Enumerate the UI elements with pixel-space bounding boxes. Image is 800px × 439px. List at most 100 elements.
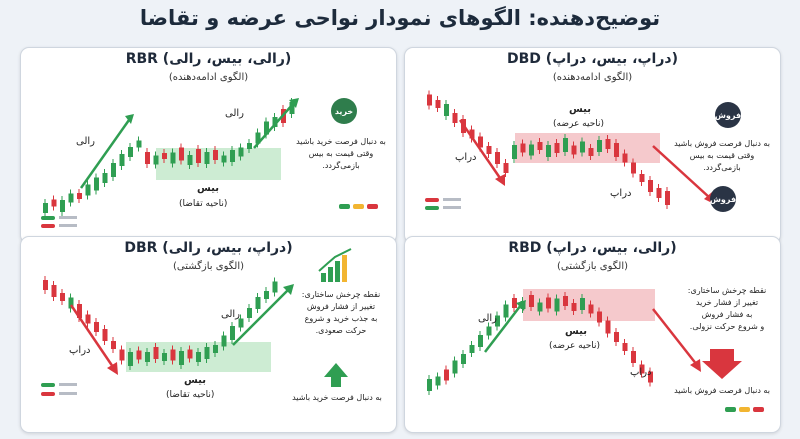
rbr-candle bbox=[85, 184, 91, 196]
dbd-candle bbox=[503, 163, 509, 173]
dbd-candle bbox=[554, 143, 560, 153]
dbr-candle bbox=[162, 353, 167, 361]
rbd-candle bbox=[571, 303, 577, 311]
rbd-drop-arrow bbox=[652, 308, 698, 366]
dbd-sell-badge-top: فروش bbox=[715, 102, 741, 128]
rbr-candle bbox=[289, 102, 295, 114]
dbd-candle bbox=[648, 180, 653, 192]
dbr-candle bbox=[68, 297, 74, 309]
dbd-candle bbox=[639, 174, 645, 182]
dbd-candle bbox=[605, 139, 611, 149]
dbd-candle bbox=[571, 145, 577, 155]
rbd-candle bbox=[622, 343, 628, 351]
rbr-candle bbox=[179, 147, 184, 161]
dbd-drop-arrow-right bbox=[652, 145, 711, 199]
rbd-candles bbox=[427, 291, 653, 395]
rbr-candle bbox=[111, 163, 116, 177]
dbr-candle bbox=[43, 280, 48, 290]
dbr-candle bbox=[111, 341, 116, 349]
dbr-candle bbox=[119, 349, 125, 361]
dbd-candle bbox=[580, 141, 585, 153]
dbd-candle bbox=[452, 113, 458, 123]
dbr-rally-arrow bbox=[232, 288, 290, 346]
rbd-candle bbox=[503, 304, 509, 318]
rbd-zone-label: (ناحیه عرضه) bbox=[549, 341, 601, 351]
dbd-candle bbox=[588, 148, 594, 156]
dbr-candle bbox=[128, 352, 133, 366]
rbr-candle bbox=[196, 149, 201, 163]
rbr-candle bbox=[145, 152, 150, 164]
dbd-candle bbox=[563, 138, 568, 152]
rbr-note: به دنبال فرصت خرید باشید وقتی قیمت به بیس… bbox=[296, 137, 386, 170]
rbd-drop-label: دراپ bbox=[630, 367, 652, 378]
dbd-drop-arrow-left bbox=[458, 119, 502, 179]
dbr-candles bbox=[43, 276, 278, 370]
panel-dbr: (دراپ، بیس، رالی) DBR (الگوی بازگشتی) در… bbox=[20, 236, 397, 433]
dbr-candle bbox=[264, 291, 269, 299]
dbd-candle bbox=[512, 145, 517, 159]
dbd-candle bbox=[478, 136, 483, 148]
rbr-rally-arrow-left bbox=[79, 119, 131, 189]
rbr-candle bbox=[153, 155, 159, 165]
dbd-candle bbox=[520, 143, 526, 153]
rbr-candles bbox=[43, 98, 295, 217]
dbd-candle bbox=[486, 146, 492, 154]
rbr-zone-label: (ناحیه تقاضا) bbox=[179, 199, 228, 209]
dbr-rally-label: رالی bbox=[221, 309, 240, 320]
dbr-candle bbox=[255, 297, 261, 309]
rbd-candle bbox=[495, 315, 500, 327]
rbr-candle bbox=[204, 152, 210, 164]
dbr-subtitle: (الگوی بازگشتی) bbox=[172, 261, 244, 272]
dbr-candle bbox=[221, 335, 227, 347]
dbd-base-label: بیس bbox=[569, 104, 591, 115]
rbr-candle bbox=[213, 150, 218, 160]
dbd-sell-badge-bottom: فروش bbox=[710, 186, 736, 212]
dbr-base-label: بیس bbox=[184, 375, 206, 386]
rbd-candle bbox=[597, 311, 602, 323]
dbr-candle bbox=[102, 329, 108, 341]
rbr-candle bbox=[230, 150, 235, 162]
dbd-candle bbox=[444, 104, 449, 116]
dbd-title: (دراپ، بیس، دراپ) DBD bbox=[507, 51, 678, 67]
rbd-candle bbox=[605, 320, 611, 334]
rbd-candle bbox=[554, 298, 560, 312]
dbr-candle bbox=[179, 351, 184, 365]
dbd-candle bbox=[665, 191, 670, 205]
dbd-candle bbox=[435, 100, 441, 108]
rbd-sell-cta: به دنبال فرصت فروش باشید bbox=[674, 386, 770, 395]
rbr-candle bbox=[51, 199, 57, 207]
dbr-title: (دراپ، بیس، رالی) DBR bbox=[124, 240, 293, 256]
dbr-buy-cta: به دنبال فرصت خرید باشید bbox=[292, 393, 382, 402]
dbd-candle bbox=[546, 145, 551, 157]
rbd-candle bbox=[435, 376, 441, 386]
dbr-candle bbox=[170, 349, 176, 361]
dbr-candle bbox=[77, 304, 82, 318]
rbd-candle bbox=[529, 295, 534, 307]
rbr-rally-label-right: رالی bbox=[225, 108, 244, 119]
rbd-candle bbox=[648, 371, 653, 383]
rbr-candle bbox=[136, 140, 142, 148]
dbr-candle bbox=[247, 308, 252, 318]
dbr-candle bbox=[196, 352, 201, 362]
rbd-title: (رالی، بیس، دراپ) RBD bbox=[508, 240, 677, 256]
dbr-zone-label: (ناحیه تقاضا) bbox=[166, 390, 215, 400]
dbr-candle bbox=[60, 293, 65, 301]
dbr-candle bbox=[187, 349, 193, 359]
dbd-candle bbox=[597, 140, 602, 152]
rbr-base-label: بیس bbox=[197, 183, 219, 194]
rbr-candle bbox=[255, 132, 261, 144]
dbd-note: به دنبال فرصت فروش باشید وقتی قیمت به بیس… bbox=[674, 139, 770, 172]
dbr-candle bbox=[213, 345, 218, 353]
rbd-candle bbox=[580, 298, 585, 310]
rbr-candle bbox=[162, 153, 167, 159]
rbd-candle bbox=[469, 345, 475, 353]
dbd-candles bbox=[427, 90, 670, 209]
rbr-candle bbox=[102, 173, 108, 183]
rbd-candle bbox=[614, 332, 619, 342]
rbr-candle bbox=[43, 203, 48, 213]
rbd-candle bbox=[478, 335, 483, 347]
dbd-drop-label-right: دراپ bbox=[610, 188, 632, 199]
dbr-candle bbox=[85, 314, 91, 324]
dbd-chart bbox=[425, 90, 716, 210]
rbd-candle bbox=[631, 351, 636, 363]
